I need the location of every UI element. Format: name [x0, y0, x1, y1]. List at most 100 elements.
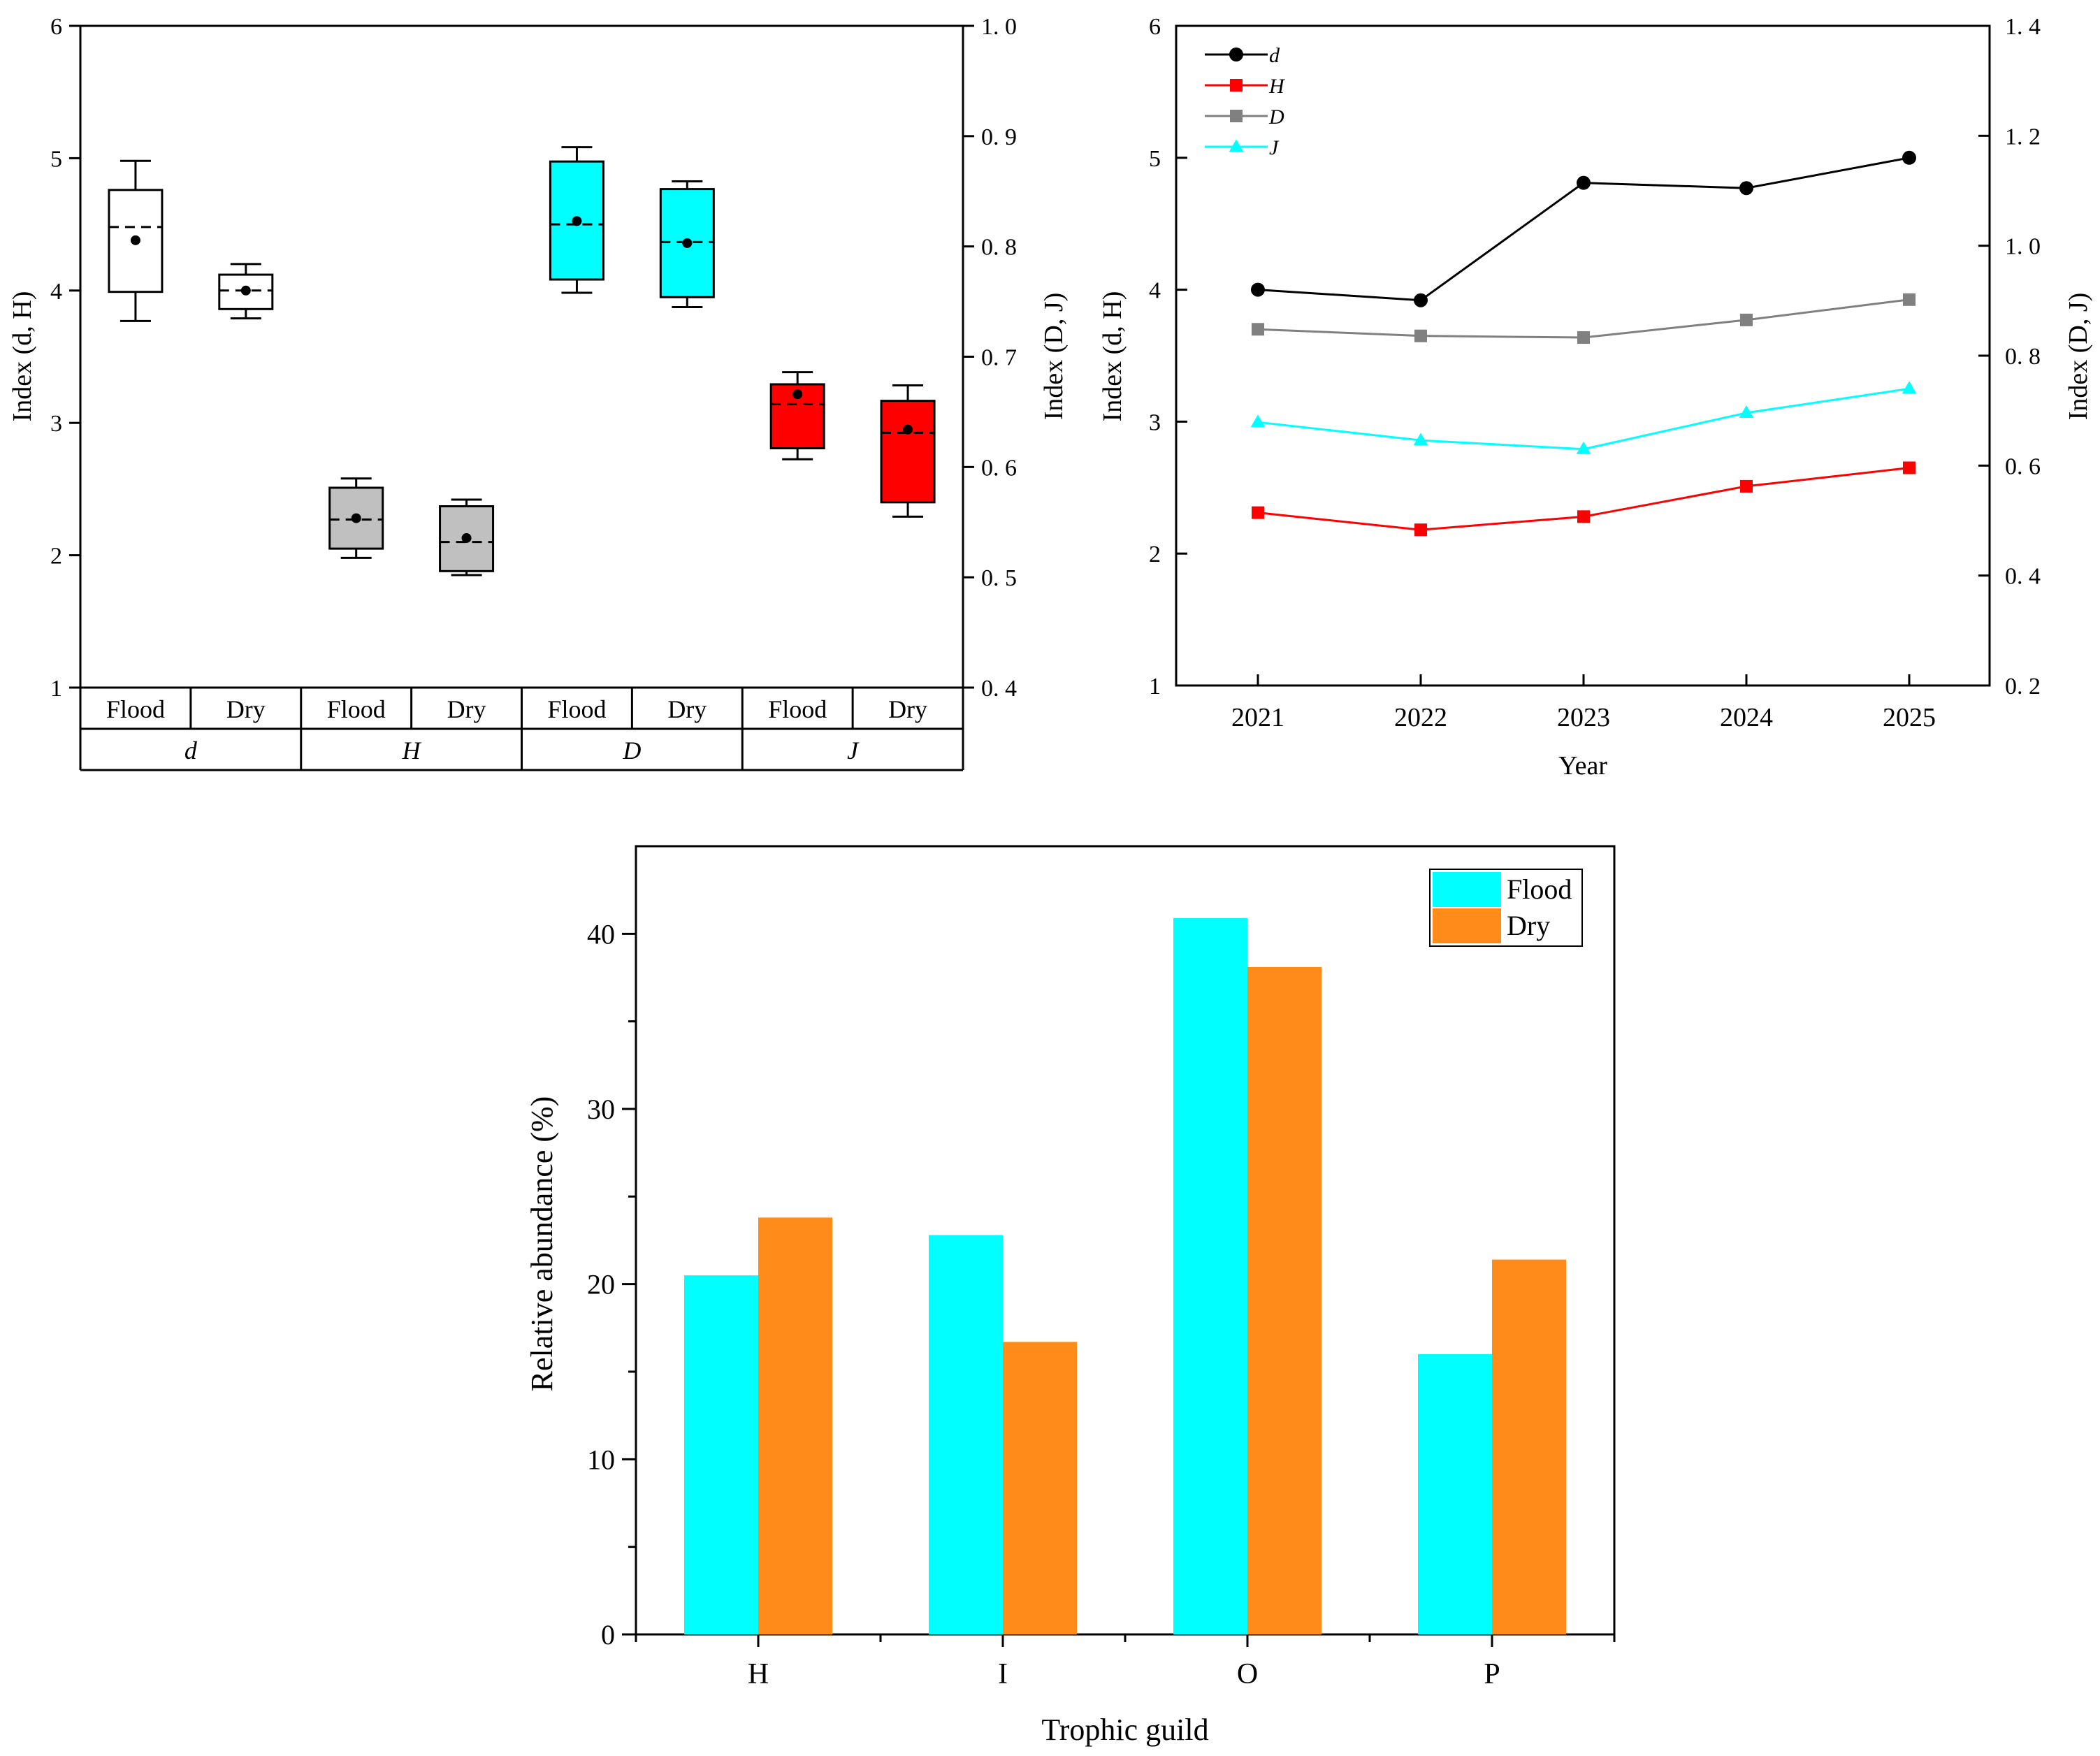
line-right-tick-label: 0. 4	[2005, 564, 2041, 590]
line-point	[1251, 282, 1265, 297]
box-mean	[351, 513, 361, 523]
legend-swatch	[1433, 908, 1501, 943]
line-left-tick-label: 3	[1149, 409, 1161, 435]
box-mean	[682, 238, 693, 248]
line-x-tick-label: 2023	[1557, 703, 1610, 732]
boxplot-left-tick-label: 2	[50, 544, 62, 569]
legend-label: d	[1269, 44, 1280, 67]
line-left-axis-label: Index (d, H)	[1098, 291, 1127, 422]
legend-label: J	[1269, 136, 1280, 159]
line-right-tick-label: 1. 0	[2005, 234, 2041, 260]
line-x-tick-label: 2025	[1883, 703, 1936, 732]
season-label: Flood	[768, 695, 827, 723]
line-series-group	[1250, 150, 1917, 537]
legend-swatch	[1433, 872, 1501, 907]
line-point	[1577, 331, 1590, 344]
legend-label: Flood	[1507, 873, 1572, 905]
boxplot-right-tick-label: 0. 4	[981, 676, 1017, 702]
bar-y-axis: 0 10 20 30 40	[587, 918, 636, 1650]
line-series-path	[1257, 387, 1910, 451]
boxplot-right-tick-label: 0. 5	[981, 565, 1017, 591]
boxplot-frame	[79, 24, 964, 689]
bar-P-dry	[1492, 1259, 1566, 1634]
bar-y-tick-label: 40	[587, 918, 615, 950]
season-label: Flood	[106, 695, 165, 723]
series-H	[1252, 461, 1916, 537]
box-D-dry	[659, 180, 715, 308]
bar-y-tick-label: 0	[601, 1619, 615, 1650]
box-J-flood	[769, 371, 825, 460]
line-x-axis-label: Year	[1558, 751, 1607, 781]
boxplot-left-tick-label: 1	[50, 676, 62, 702]
line-point	[1739, 181, 1753, 196]
line-point	[1414, 523, 1427, 537]
box-mean	[903, 424, 913, 435]
line-point	[1739, 405, 1754, 419]
series-D	[1252, 293, 1916, 344]
bar-O-dry	[1247, 966, 1321, 1634]
box-body	[880, 400, 936, 504]
bar-y-tick-label: 30	[587, 1094, 615, 1125]
line-point	[1903, 293, 1916, 306]
line-left-tick-label: 4	[1149, 278, 1161, 304]
line-x-tick-label: 2024	[1720, 703, 1773, 732]
box-mean	[461, 532, 472, 543]
box-mean	[130, 235, 140, 245]
line-point	[1577, 175, 1591, 190]
legend-label: Dry	[1507, 910, 1550, 941]
season-label: Dry	[447, 695, 486, 723]
line-right-tick-label: 0. 6	[2005, 453, 2041, 479]
box-mean	[792, 389, 803, 400]
boxplot-right-axis: 0. 4 0. 5 0. 6 0. 7 0. 8 0. 9 1. 0	[963, 14, 1017, 702]
line-point	[1740, 479, 1753, 493]
season-label: Flood	[327, 695, 386, 723]
bar-y-tick-label: 10	[587, 1444, 615, 1475]
box-D-flood	[549, 146, 604, 294]
line-point	[1576, 441, 1591, 454]
boxplot-right-axis-label: Index (D, J)	[1039, 293, 1069, 421]
boxplot-left-tick-label: 4	[50, 279, 62, 305]
box-d-dry	[218, 263, 274, 320]
index-label: J	[847, 736, 860, 764]
line-right-axis-label: Index (D, J)	[2064, 293, 2093, 421]
line-point	[1740, 313, 1753, 326]
line-left-tick-label: 1	[1149, 674, 1161, 699]
line-point	[1902, 150, 1916, 165]
legend-label: H	[1268, 75, 1286, 98]
bar-y-axis-label: Relative abundance (%)	[525, 1096, 559, 1392]
line-right-axis: 0. 2 0. 4 0. 6 0. 8 1. 0 1. 2 1. 4	[1978, 14, 2041, 699]
series-J	[1250, 381, 1917, 454]
line-point	[1414, 329, 1427, 342]
index-label: H	[402, 736, 422, 764]
season-label: Flood	[547, 695, 606, 723]
bar-x-tick-label: O	[1237, 1658, 1258, 1690]
line-point	[1413, 433, 1428, 446]
bar-series-group	[684, 917, 1566, 1634]
line-right-tick-label: 0. 2	[2005, 674, 2041, 699]
boxplot-boxes	[108, 146, 936, 576]
box-d-flood	[108, 159, 164, 322]
line-point	[1230, 79, 1243, 92]
box-body	[659, 188, 715, 298]
box-H-flood	[328, 477, 384, 559]
bar-H-flood	[684, 1275, 758, 1634]
boxplot-right-tick-label: 1. 0	[981, 14, 1017, 40]
box-body	[108, 189, 164, 293]
boxplot-right-tick-label: 0. 6	[981, 455, 1017, 481]
box-mean	[240, 285, 251, 296]
boxplot-right-tick-label: 0. 8	[981, 235, 1017, 261]
bar-P-flood	[1418, 1354, 1492, 1634]
season-label: Dry	[888, 695, 927, 723]
line-point	[1229, 48, 1243, 61]
line-x-tick-label: 2021	[1231, 703, 1284, 732]
bar-x-tick-label: I	[998, 1658, 1008, 1690]
season-label: Dry	[226, 695, 266, 723]
boxplot-left-tick-label: 5	[50, 146, 62, 172]
season-label: Dry	[667, 695, 707, 723]
box-mean	[572, 216, 582, 226]
line-point	[1903, 461, 1916, 474]
line-right-tick-label: 0. 8	[2005, 344, 2041, 370]
